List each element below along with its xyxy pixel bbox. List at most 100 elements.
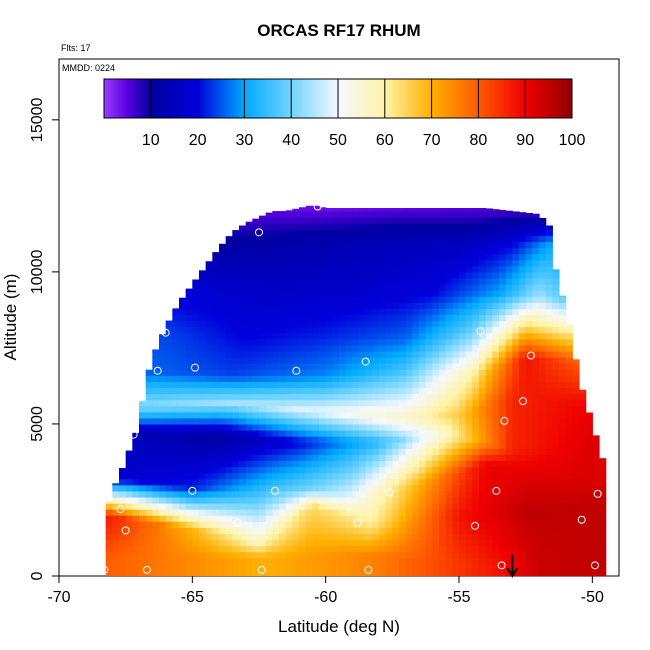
heatmap-cell (312, 241, 320, 249)
heatmap-cell (399, 417, 407, 425)
heatmap-cell (465, 290, 473, 297)
heatmap-cell (352, 375, 360, 382)
heatmap-cell (285, 277, 293, 285)
heatmap-cell (552, 363, 560, 370)
heatmap-cell (479, 344, 487, 352)
heatmap-cell (412, 302, 420, 309)
heatmap-cell (165, 442, 173, 449)
heatmap-cell (312, 369, 320, 376)
heatmap-cell (565, 545, 573, 553)
heatmap-cell (212, 314, 220, 322)
heatmap-cell (392, 454, 400, 462)
heatmap-cell (399, 466, 407, 474)
heatmap-cell (392, 290, 400, 297)
heatmap-cell (452, 454, 460, 462)
heatmap-cell (179, 527, 187, 535)
heatmap-cell (292, 423, 300, 431)
heatmap-cell (412, 326, 420, 334)
heatmap-cell (219, 253, 227, 261)
heatmap-cell (392, 442, 400, 449)
heatmap-cell (199, 436, 207, 443)
heatmap-cell (545, 369, 553, 376)
heatmap-cell (199, 296, 207, 303)
heatmap-cell (179, 509, 187, 516)
heatmap-cell (165, 344, 173, 352)
heatmap-cell (345, 430, 353, 437)
heatmap-cell (212, 393, 220, 401)
heatmap-cell (292, 344, 300, 352)
heatmap-cell (559, 436, 567, 443)
heatmap-cell (545, 436, 553, 443)
heatmap-cell (385, 320, 393, 328)
heatmap-cell (145, 472, 153, 480)
heatmap-cell (339, 423, 347, 431)
heatmap-cell (292, 454, 300, 462)
heatmap-cell (125, 515, 133, 522)
heatmap-cell (499, 259, 507, 267)
heatmap-cell (232, 344, 240, 352)
heatmap-cell (505, 235, 513, 243)
heatmap-cell (545, 515, 553, 522)
heatmap-cell (185, 563, 193, 571)
heatmap-cell (272, 290, 280, 297)
heatmap-cell (279, 363, 287, 370)
heatmap-cell (519, 381, 527, 389)
heatmap-cell (199, 326, 207, 334)
heatmap-cell (412, 478, 420, 486)
heatmap-cell (492, 557, 500, 565)
heatmap-cell (199, 399, 207, 407)
heatmap-cell (205, 436, 213, 443)
heatmap-cell (545, 423, 553, 431)
heatmap-cell (239, 478, 247, 486)
heatmap-cell (572, 533, 580, 541)
heatmap-cell (445, 363, 453, 370)
heatmap-cell (465, 527, 473, 535)
heatmap-cell (565, 344, 573, 352)
heatmap-cell (405, 357, 413, 364)
heatmap-cell (539, 253, 547, 261)
heatmap-cell (185, 430, 193, 437)
heatmap-cell (165, 381, 173, 389)
heatmap-cell (319, 284, 327, 291)
heatmap-cell (479, 509, 487, 516)
heatmap-cell (259, 533, 267, 541)
heatmap-cell (272, 387, 280, 395)
heatmap-cell (405, 454, 413, 462)
heatmap-cell (272, 484, 280, 492)
heatmap-cell (525, 430, 533, 437)
heatmap-cell (299, 399, 307, 407)
heatmap-cell (319, 302, 327, 309)
heatmap-cell (212, 515, 220, 522)
heatmap-cell (465, 369, 473, 376)
heatmap-cell (532, 539, 540, 547)
heatmap-cell (412, 423, 420, 431)
heatmap-cell (365, 527, 373, 535)
heatmap-cell (365, 442, 373, 449)
heatmap-cell (432, 490, 440, 498)
heatmap-cell (285, 490, 293, 498)
heatmap-cell (405, 417, 413, 425)
heatmap-cell (459, 235, 467, 243)
heatmap-cell (492, 320, 500, 328)
heatmap-cell (345, 436, 353, 443)
heatmap-cell (472, 387, 480, 395)
heatmap-cell (352, 472, 360, 480)
heatmap-cell (479, 326, 487, 334)
heatmap-cell (525, 290, 533, 297)
heatmap-cell (179, 496, 187, 504)
heatmap-cell (492, 430, 500, 437)
heatmap-cell (365, 509, 373, 516)
heatmap-cell (299, 490, 307, 498)
heatmap-cell (259, 411, 267, 419)
heatmap-cell (299, 545, 307, 553)
heatmap-cell (552, 338, 560, 346)
heatmap-cell (479, 393, 487, 401)
heatmap-cell (545, 271, 553, 279)
heatmap-cell (239, 363, 247, 370)
heatmap-cell (559, 296, 567, 303)
heatmap-cell (192, 460, 200, 468)
heatmap-cell (145, 387, 153, 395)
heatmap-cell (205, 417, 213, 425)
heatmap-cell (299, 241, 307, 249)
heatmap-cell (472, 217, 480, 224)
